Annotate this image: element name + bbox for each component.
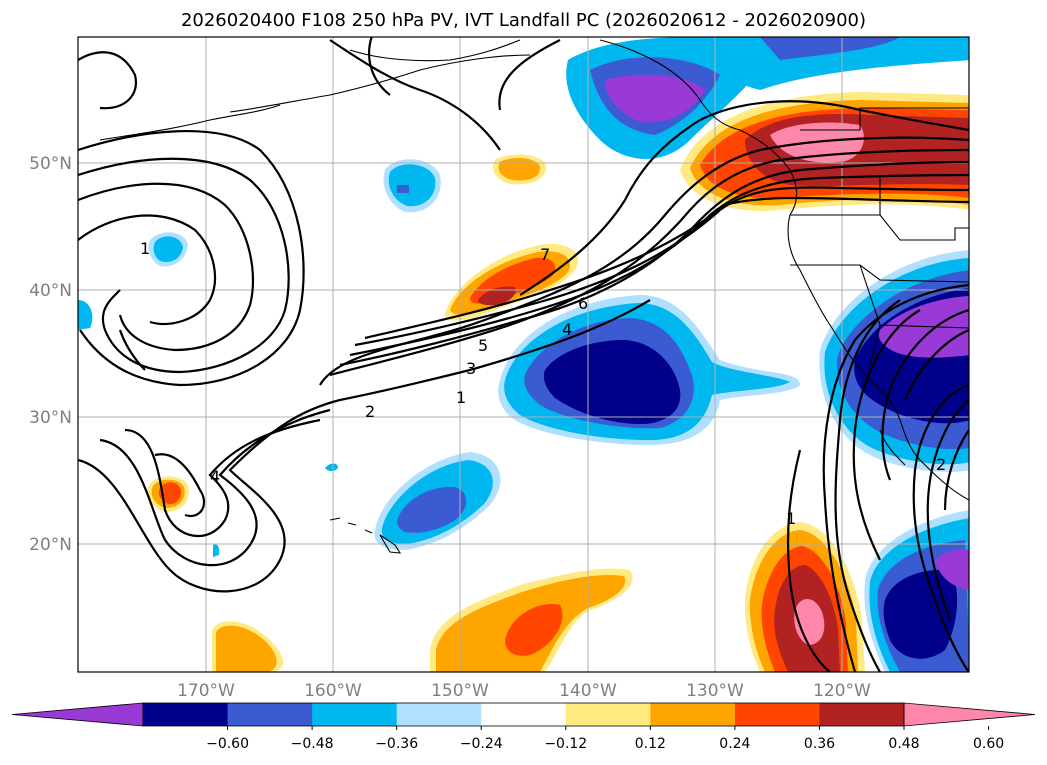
contour-label: 4 <box>210 467 220 486</box>
lon-label: 140°W <box>559 681 617 701</box>
colorbar-tick-label: 0.12 <box>635 736 666 752</box>
colorbar-segment <box>650 703 736 726</box>
colorbar-segment <box>396 703 482 726</box>
lat-label: 50°N <box>29 154 72 174</box>
lon-label: 170°W <box>177 681 235 701</box>
contour-labels: 1 2 3 4 5 6 7 1 4 1 2 <box>140 239 946 528</box>
longitude-labels: 170°W 160°W 150°W 140°W 130°W 120°W <box>177 681 871 701</box>
figure-title: 2026020400 F108 250 hPa PV, IVT Landfall… <box>180 10 867 31</box>
lat-label: 40°N <box>29 281 72 301</box>
colorbar-segment <box>143 703 229 726</box>
map-frame <box>77 36 970 673</box>
pv-shading <box>78 37 969 672</box>
colorbar-frame <box>142 702 905 727</box>
contour-label: 6 <box>578 294 588 313</box>
lat-label: 20°N <box>29 535 72 555</box>
contour-label: 4 <box>562 320 572 339</box>
contour-label: 5 <box>478 336 488 355</box>
lat-label: 30°N <box>29 408 72 428</box>
latitude-labels: 50°N 40°N 30°N 20°N <box>29 154 72 555</box>
colorbar-segment <box>734 703 820 726</box>
colorbar-tick-label: −0.48 <box>291 736 334 752</box>
colorbar-tick-label: −0.36 <box>375 736 418 752</box>
ivt-contours <box>78 37 969 672</box>
lon-label: 130°W <box>686 681 744 701</box>
colorbar-segment <box>227 703 313 726</box>
colorbar-tick-label: 0.48 <box>888 736 919 752</box>
coastlines <box>99 39 969 554</box>
graticule <box>78 37 969 672</box>
contour-label: 3 <box>466 359 476 378</box>
contour-label: 1 <box>140 239 150 258</box>
colorbar-tick-label: −0.24 <box>460 736 503 752</box>
colorbar-tick-label: 0.36 <box>804 736 835 752</box>
colorbar-segment <box>312 703 398 726</box>
contour-label: 1 <box>456 388 466 407</box>
contour-label: 1 <box>786 509 796 528</box>
contour-label: 7 <box>540 245 550 264</box>
colorbar: −0.60 −0.48 −0.36 −0.24 −0.12 0.12 0.24 0.36 0.4… <box>11 702 1036 752</box>
colorbar-tick-label: −0.12 <box>544 736 587 752</box>
lon-label: 120°W <box>813 681 871 701</box>
colorbar-extend-high <box>903 702 1036 727</box>
contour-label: 2 <box>936 455 946 474</box>
contour-label: 2 <box>365 402 375 421</box>
colorbar-segment <box>819 703 905 726</box>
colorbar-tick-label: 0.60 <box>973 736 1004 752</box>
colorbar-segment <box>565 703 651 726</box>
colorbar-segment <box>481 703 567 726</box>
lon-label: 150°W <box>431 681 489 701</box>
colorbar-tick-label: −0.60 <box>206 736 249 752</box>
colorbar-tick-label: 0.24 <box>719 736 750 752</box>
colorbar-extend-low <box>11 702 144 727</box>
lon-label: 160°W <box>304 681 362 701</box>
